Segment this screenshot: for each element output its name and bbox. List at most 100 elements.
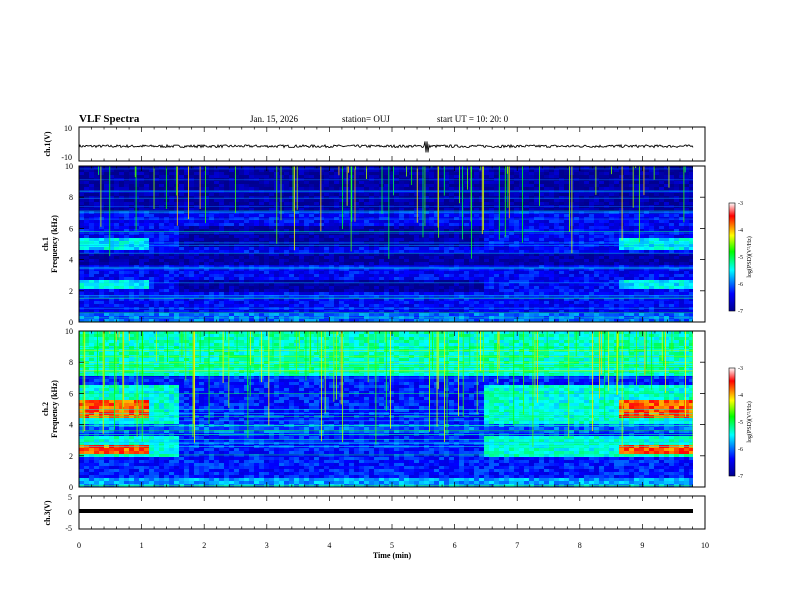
spectrogram-cell	[304, 301, 309, 304]
spectrogram-cell	[199, 208, 204, 211]
spectrogram-cell	[519, 265, 524, 268]
spectrogram-cell	[89, 316, 94, 319]
spectrogram-cell	[454, 226, 459, 229]
spectrogram-cell	[449, 268, 454, 271]
spectrogram-cell	[139, 184, 144, 187]
spectrogram-cell	[464, 280, 469, 283]
spectrogram-cell	[154, 238, 159, 241]
spectrogram-cell	[169, 316, 174, 319]
spectrogram-cell	[474, 238, 479, 241]
spectrogram-cell	[464, 253, 469, 256]
spectrogram-cell	[509, 187, 514, 190]
spectrogram-cell	[174, 229, 179, 232]
spectrogram-cell	[474, 193, 479, 196]
spectrogram-cell	[304, 310, 309, 313]
spectrogram-cell	[224, 223, 229, 226]
spectrogram-cell	[169, 241, 174, 244]
spectrogram-cell	[379, 202, 384, 205]
spectrogram-cell	[139, 271, 144, 274]
spectrogram-cell	[359, 310, 364, 313]
spectrogram-cell	[434, 295, 439, 298]
spectrogram-cell	[84, 172, 89, 175]
spectrogram-cell	[204, 229, 209, 232]
spectrogram-cell	[484, 193, 489, 196]
spectrogram-cell	[424, 316, 429, 319]
spectrogram-cell	[129, 262, 134, 265]
spectrogram-cell	[484, 319, 489, 322]
spectrogram-cell	[534, 199, 539, 202]
spectrogram-cell	[244, 271, 249, 274]
spectrogram-cell	[439, 304, 444, 307]
spectrogram-cell	[79, 226, 84, 229]
spectrogram-cell	[314, 229, 319, 232]
spectrogram-cell	[154, 316, 159, 319]
spectrogram-cell	[399, 220, 404, 223]
spectrogram-cell	[364, 271, 369, 274]
spectrogram-cell	[494, 214, 499, 217]
spectrogram-cell	[219, 310, 224, 313]
spectrogram-cell	[299, 274, 304, 277]
spectrogram-cell	[524, 241, 529, 244]
spectrogram-cell	[514, 253, 519, 256]
spectrogram-cell	[144, 283, 149, 286]
spectrogram-cell	[489, 238, 494, 241]
spectrogram-cell	[529, 292, 534, 295]
spectrogram-cell	[259, 277, 264, 280]
spectrogram-cell	[309, 253, 314, 256]
spectrogram-cell	[94, 166, 99, 169]
spectrogram-cell	[319, 295, 324, 298]
spectrogram-cell	[434, 196, 439, 199]
spectrogram-cell	[509, 199, 514, 202]
spectrogram-cell	[334, 253, 339, 256]
spectrogram-cell	[364, 283, 369, 286]
spectrogram-cell	[374, 169, 379, 172]
spectrogram-cell	[79, 235, 84, 238]
spectrogram-cell	[504, 265, 509, 268]
spectrogram-cell	[414, 229, 419, 232]
spectrogram-cell	[459, 277, 464, 280]
spectrogram-cell	[194, 247, 199, 250]
spectrogram-cell	[224, 259, 229, 262]
spectrogram-cell	[79, 271, 84, 274]
spectrogram-cell	[464, 247, 469, 250]
spectrogram-cell	[499, 310, 504, 313]
spectrogram-cell	[249, 256, 254, 259]
spectrogram-cell	[259, 232, 264, 235]
spectrogram-cell	[264, 208, 269, 211]
spectrogram-cell	[394, 250, 399, 253]
spectrogram-cell	[324, 208, 329, 211]
spectrogram-cell	[379, 292, 384, 295]
spectrogram-cell	[189, 202, 194, 205]
spectrogram-cell	[229, 220, 234, 223]
spectrogram-cell	[434, 226, 439, 229]
spectrogram-cell	[434, 310, 439, 313]
spectrogram-cell	[124, 319, 129, 322]
spectrogram-cell	[424, 166, 429, 169]
spectrogram-cell	[354, 274, 359, 277]
spectrogram-cell	[169, 208, 174, 211]
spectrogram-cell	[249, 289, 254, 292]
spectrogram-cell	[419, 283, 424, 286]
spectrogram-cell	[324, 259, 329, 262]
spectrogram-cell	[459, 241, 464, 244]
spectrogram-cell	[519, 226, 524, 229]
spectrogram-cell	[324, 214, 329, 217]
spectrogram-cell	[504, 220, 509, 223]
spectrogram-cell	[314, 316, 319, 319]
spectrogram-cell	[309, 271, 314, 274]
spectrogram-cell	[489, 274, 494, 277]
spectrogram-cell	[339, 289, 344, 292]
spectrogram-cell	[304, 238, 309, 241]
spectrogram-cell	[259, 301, 264, 304]
spectrogram-cell	[159, 280, 164, 283]
spectrogram-cell	[469, 274, 474, 277]
spectrogram-cell	[439, 193, 444, 196]
spectrogram-cell	[384, 172, 389, 175]
spectrogram-cell	[324, 280, 329, 283]
spectrogram-cell	[499, 202, 504, 205]
spectrogram-cell	[289, 217, 294, 220]
spectrogram-cell	[434, 301, 439, 304]
spectrogram-cell	[159, 253, 164, 256]
spectrogram-cell	[254, 253, 259, 256]
spectrogram-cell	[384, 238, 389, 241]
